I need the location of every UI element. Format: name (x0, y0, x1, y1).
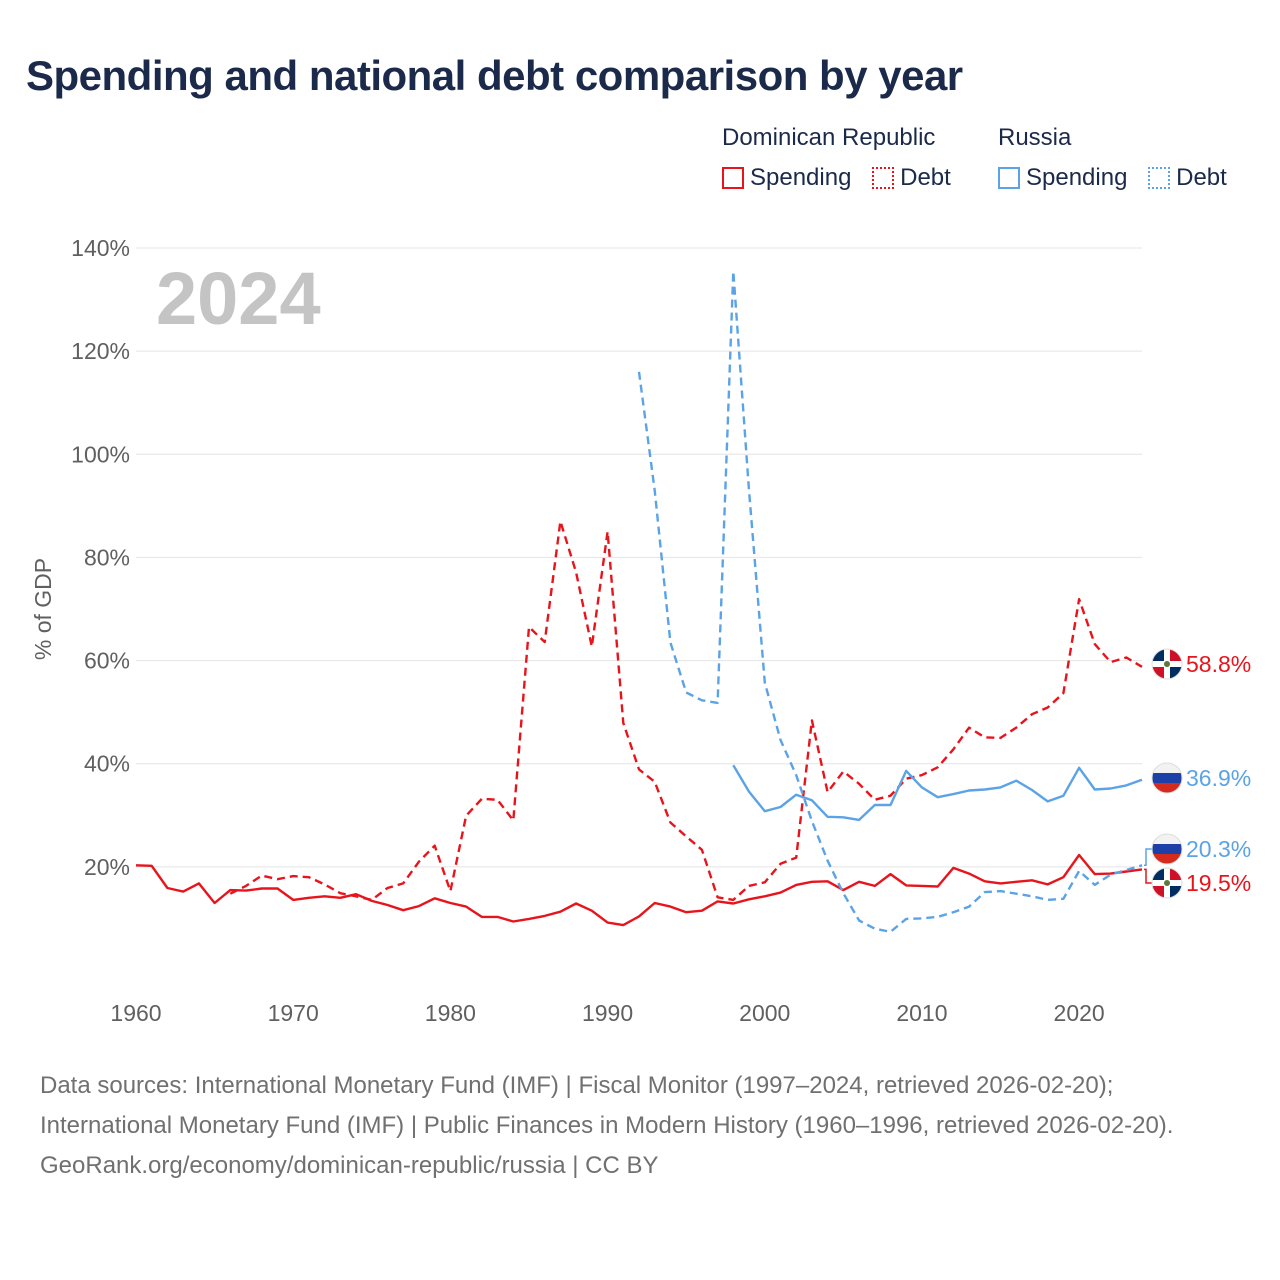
russia-flag-icon (1151, 833, 1183, 865)
series-line-3 (637, 270, 1143, 933)
chart-title: Spending and national debt comparison by… (26, 52, 963, 99)
russia-flag-icon (1151, 762, 1183, 794)
legend-item-label: Spending (750, 164, 852, 191)
end-value-label: 19.5% (1186, 870, 1251, 896)
dominican-republic-flag-icon (1151, 648, 1183, 680)
end-value-label: 20.3% (1186, 836, 1251, 862)
y-tick-label: 40% (84, 751, 130, 777)
legend-item-label: Debt (900, 164, 951, 191)
y-tick-label: 100% (71, 441, 130, 467)
legend-group-name: Russia (998, 124, 1072, 151)
legend-item-ru-debt[interactable]: Debt (1148, 164, 1227, 192)
x-tick-label: 1970 (268, 1000, 319, 1026)
y-tick-label: 140% (71, 235, 130, 261)
x-tick-label: 2010 (896, 1000, 947, 1026)
legend-item-ru-spending[interactable]: Spending (998, 164, 1127, 192)
solid-line-swatch-icon (722, 167, 744, 189)
series-line-1 (229, 520, 1143, 902)
y-tick-label: 80% (84, 544, 130, 570)
end-value-label: 58.8% (1186, 651, 1251, 677)
legend-item-dr-debt[interactable]: Debt (872, 164, 951, 192)
series-line-0 (135, 853, 1143, 927)
solid-line-swatch-icon (998, 167, 1020, 189)
legend-item-label: Spending (1026, 164, 1128, 191)
dominican-republic-flag-icon (1151, 867, 1183, 899)
y-tick-label: 60% (84, 648, 130, 674)
end-value-label: 36.9% (1186, 765, 1251, 791)
x-tick-label: 2020 (1054, 1000, 1105, 1026)
series-line-2 (732, 764, 1143, 822)
x-tick-label: 2000 (739, 1000, 790, 1026)
y-axis-label: % of GDP (30, 558, 56, 660)
legend-group-name: Dominican Republic (722, 124, 936, 151)
year-watermark: 2024 (156, 257, 321, 340)
line-chart: 20% 40% 60% 80% 100% 120% 140% 1960 1970 1980 1990… (30, 235, 1251, 1026)
credit-link[interactable]: GeoRank.org/economy/dominican-republic/r… (40, 1152, 659, 1179)
footer: Data sources: International Monetary Fun… (40, 1066, 1240, 1186)
dotted-line-swatch-icon (1148, 167, 1171, 189)
x-tick-label: 1960 (110, 1000, 161, 1026)
legend-dominican-republic: Dominican Republic Spending Debt (722, 124, 965, 196)
y-tick-label: 20% (84, 854, 130, 880)
legend-russia: Russia Spending Debt (998, 124, 1241, 196)
legend-item-dr-spending[interactable]: Spending (722, 164, 851, 192)
leader-line (1144, 848, 1152, 867)
data-sources: Data sources: International Monetary Fun… (40, 1072, 1174, 1139)
y-tick-label: 120% (71, 338, 130, 364)
leader-line (1144, 868, 1152, 884)
legend-item-label: Debt (1176, 164, 1227, 191)
dotted-line-swatch-icon (872, 167, 895, 189)
x-tick-label: 1980 (425, 1000, 476, 1026)
x-tick-label: 1990 (582, 1000, 633, 1026)
